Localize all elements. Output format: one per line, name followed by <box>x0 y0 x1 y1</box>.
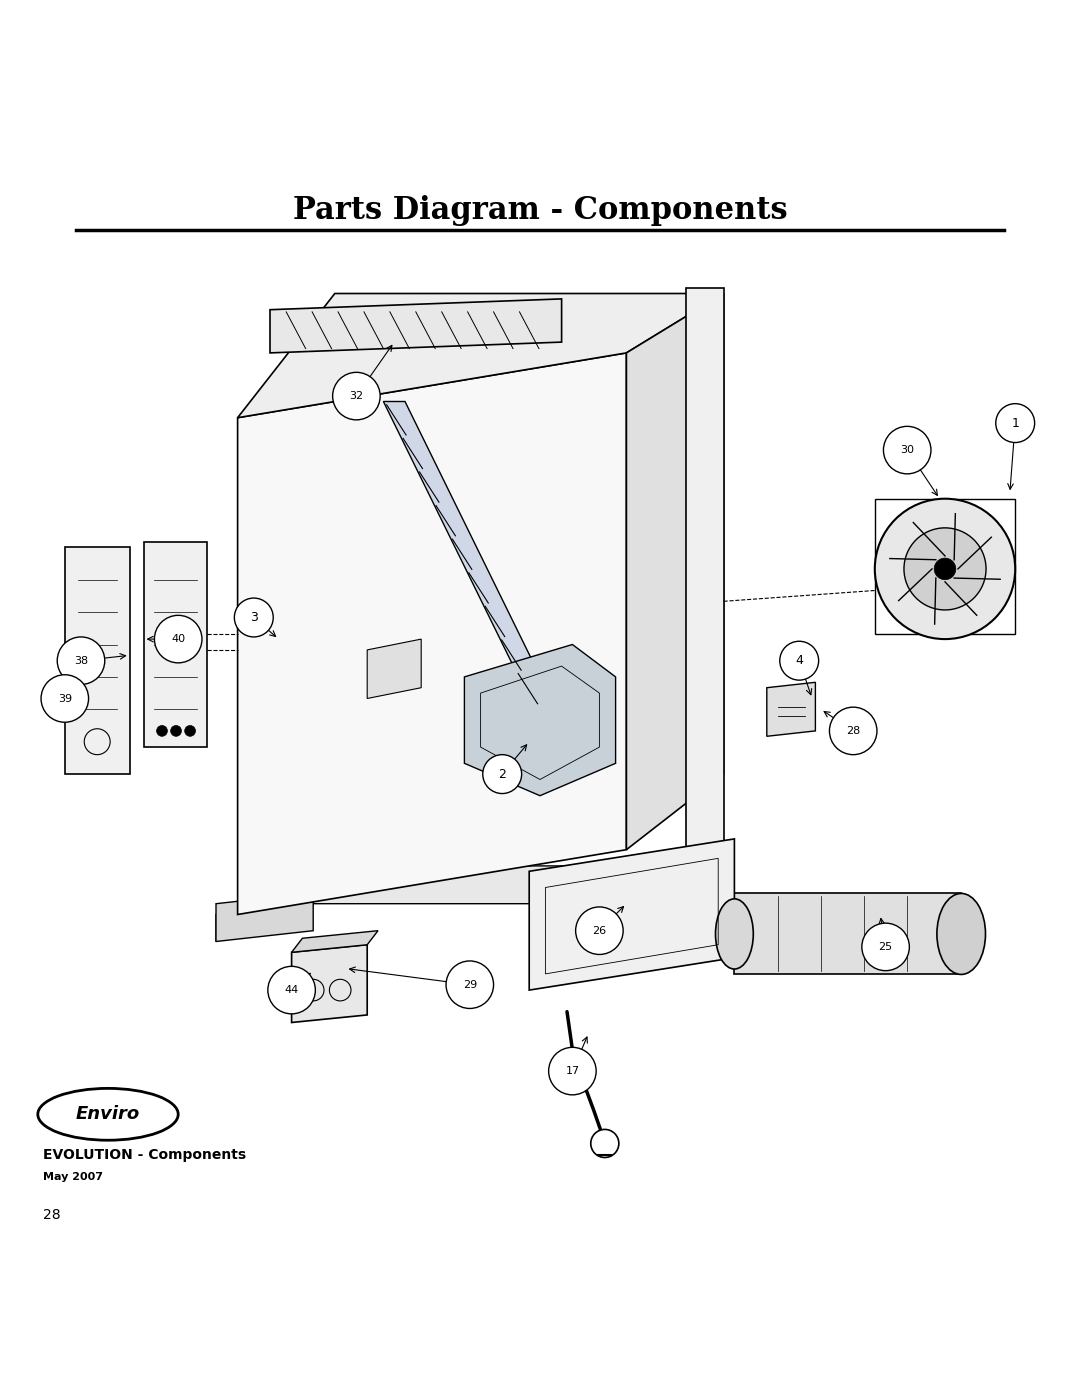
Ellipse shape <box>716 898 754 970</box>
Circle shape <box>883 426 931 474</box>
Circle shape <box>862 923 909 971</box>
Polygon shape <box>65 548 130 774</box>
Polygon shape <box>238 293 724 418</box>
Polygon shape <box>464 644 616 796</box>
Circle shape <box>483 754 522 793</box>
Circle shape <box>41 675 89 722</box>
Circle shape <box>157 725 167 736</box>
Circle shape <box>576 907 623 954</box>
Circle shape <box>829 707 877 754</box>
Text: May 2007: May 2007 <box>43 1172 104 1182</box>
Circle shape <box>57 637 105 685</box>
Polygon shape <box>216 866 724 942</box>
Circle shape <box>875 499 1015 638</box>
Text: 4: 4 <box>795 654 804 668</box>
Circle shape <box>996 404 1035 443</box>
Text: 30: 30 <box>901 446 914 455</box>
Polygon shape <box>383 401 556 710</box>
Text: 29: 29 <box>462 979 477 989</box>
Polygon shape <box>216 893 313 942</box>
Polygon shape <box>767 682 815 736</box>
Text: 38: 38 <box>73 655 89 666</box>
Text: 25: 25 <box>878 942 893 951</box>
Text: 28: 28 <box>846 726 861 736</box>
Polygon shape <box>367 638 421 698</box>
Ellipse shape <box>937 894 986 975</box>
Polygon shape <box>734 893 961 974</box>
Text: 44: 44 <box>284 985 299 995</box>
Circle shape <box>234 598 273 637</box>
Circle shape <box>446 961 494 1009</box>
Polygon shape <box>529 840 734 990</box>
Circle shape <box>154 615 202 662</box>
Text: 1: 1 <box>1011 416 1020 430</box>
Text: 28: 28 <box>43 1208 60 1222</box>
Polygon shape <box>292 944 367 1023</box>
Polygon shape <box>686 288 724 915</box>
Circle shape <box>934 557 956 580</box>
Text: 32: 32 <box>349 391 364 401</box>
Text: EVOLUTION - Components: EVOLUTION - Components <box>43 1148 246 1162</box>
Text: 2: 2 <box>498 767 507 781</box>
Text: 17: 17 <box>565 1066 580 1076</box>
Polygon shape <box>270 299 562 353</box>
Polygon shape <box>292 930 378 953</box>
Circle shape <box>591 1129 619 1158</box>
Circle shape <box>333 373 380 420</box>
Text: Parts Diagram - Components: Parts Diagram - Components <box>293 194 787 226</box>
Polygon shape <box>626 293 724 849</box>
Text: 26: 26 <box>592 926 607 936</box>
Circle shape <box>549 1048 596 1095</box>
Circle shape <box>268 967 315 1014</box>
Circle shape <box>780 641 819 680</box>
Circle shape <box>185 725 195 736</box>
Polygon shape <box>238 353 626 915</box>
Text: Enviro: Enviro <box>76 1105 140 1123</box>
Text: 39: 39 <box>57 693 72 704</box>
Text: 3: 3 <box>249 610 258 624</box>
Circle shape <box>904 528 986 610</box>
Text: 40: 40 <box>171 634 186 644</box>
Polygon shape <box>144 542 207 747</box>
Circle shape <box>171 725 181 736</box>
